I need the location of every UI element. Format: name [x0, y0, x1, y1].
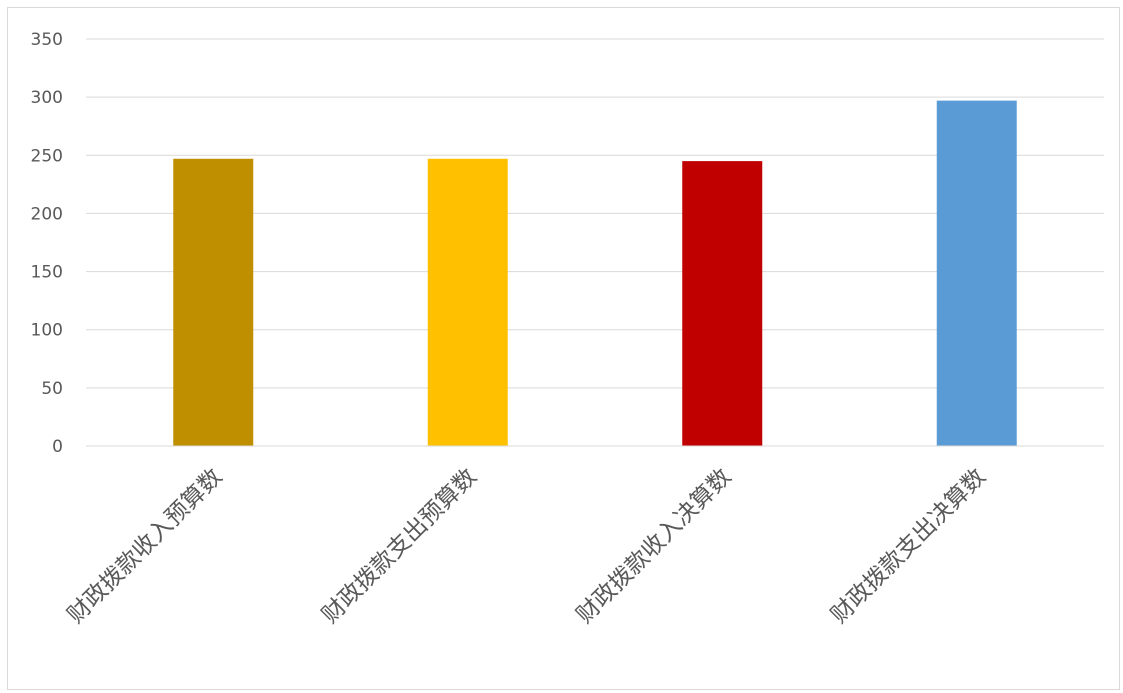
x-category-label: 财政拨款收入决算数 — [572, 464, 737, 629]
bar — [427, 158, 508, 446]
x-category-label: 财政拨款收入预算数 — [63, 464, 228, 629]
bar — [173, 158, 254, 446]
y-tick-label: 50 — [41, 379, 63, 399]
y-tick-label: 250 — [31, 146, 63, 166]
y-tick-label: 200 — [31, 204, 63, 224]
y-tick-label: 300 — [31, 88, 63, 108]
y-tick-label: 100 — [31, 321, 63, 341]
y-axis-tick-labels: 0 50 100 150 200 250 300 350 — [31, 30, 63, 457]
y-tick-label: 350 — [31, 30, 63, 50]
y-tick-label: 150 — [31, 263, 63, 283]
bar — [936, 100, 1017, 446]
y-tick-label: 0 — [52, 437, 63, 457]
x-category-label: 财政拨款支出预算数 — [317, 464, 482, 629]
bars — [173, 100, 1017, 446]
x-axis-category-labels: 财政拨款收入预算数 财政拨款支出预算数 财政拨款收入决算数 财政拨款支出决算数 — [63, 464, 991, 629]
bar — [682, 161, 763, 446]
gridlines — [86, 38, 1104, 389]
x-category-label: 财政拨款支出决算数 — [826, 464, 991, 629]
